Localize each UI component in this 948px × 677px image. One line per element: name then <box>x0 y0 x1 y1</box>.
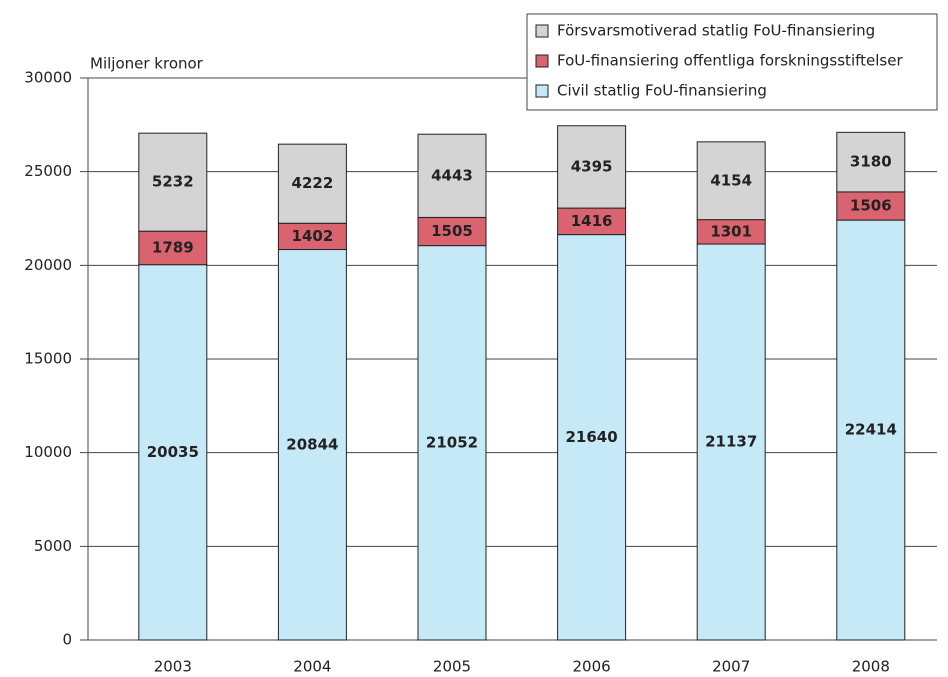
data-label: 20844 <box>286 435 338 453</box>
data-label: 21137 <box>705 433 757 451</box>
bar-segment <box>277 249 347 641</box>
data-label: 21052 <box>426 433 478 451</box>
data-label: 4154 <box>710 171 752 189</box>
bar-segment <box>138 132 208 232</box>
data-label: 20035 <box>147 443 199 461</box>
y-tick-label: 20000 <box>24 256 72 274</box>
data-label: 4443 <box>431 166 473 184</box>
y-tick-label: 30000 <box>24 69 72 87</box>
bar-segment <box>138 230 208 266</box>
data-label: 3180 <box>850 153 892 171</box>
y-axis-label: Miljoner kronor <box>90 55 204 73</box>
legend-label: FoU-finansiering offentliga forskningsst… <box>557 52 903 70</box>
bar-segment <box>836 191 906 221</box>
data-label: 1789 <box>152 238 194 256</box>
x-tick-label: 2008 <box>852 658 890 676</box>
bar-segment <box>557 125 627 209</box>
x-tick-label: 2005 <box>433 658 471 676</box>
y-tick-label: 5000 <box>34 537 72 555</box>
x-tick-label: 2004 <box>293 658 331 676</box>
y-tick-label: 25000 <box>24 162 72 180</box>
legend-swatch <box>535 54 549 68</box>
x-tick-label: 2007 <box>712 658 750 676</box>
bar-segment <box>696 243 766 641</box>
legend-swatch <box>535 84 549 98</box>
data-label: 22414 <box>845 421 897 439</box>
data-label: 1506 <box>850 197 892 215</box>
legend-label: Civil statlig FoU-finansiering <box>557 82 767 100</box>
bar-segment <box>836 131 906 193</box>
y-tick-label: 15000 <box>24 350 72 368</box>
data-label: 21640 <box>566 428 618 446</box>
bar-segment <box>417 216 487 247</box>
data-label: 5232 <box>152 173 194 191</box>
bar-segment <box>696 141 766 221</box>
x-tick-label: 2003 <box>154 658 192 676</box>
y-tick-label: 10000 <box>24 443 72 461</box>
data-label: 4395 <box>571 157 613 175</box>
data-label: 1416 <box>571 212 613 230</box>
bar-segment <box>557 234 627 641</box>
x-tick-label: 2006 <box>573 658 611 676</box>
bar-segment <box>277 143 347 224</box>
bar-segment <box>277 222 347 251</box>
bar-segment <box>138 264 208 641</box>
bar-segment <box>557 207 627 236</box>
data-label: 1301 <box>710 222 752 240</box>
legend-swatch <box>535 24 549 38</box>
y-tick-label: 0 <box>62 631 72 649</box>
bar-segment <box>417 133 487 218</box>
data-label: 4222 <box>292 174 334 192</box>
data-label: 1402 <box>292 227 334 245</box>
data-label: 1505 <box>431 222 473 240</box>
legend-box <box>526 13 938 111</box>
legend-label: Försvarsmotiverad statlig FoU-finansieri… <box>557 22 875 40</box>
